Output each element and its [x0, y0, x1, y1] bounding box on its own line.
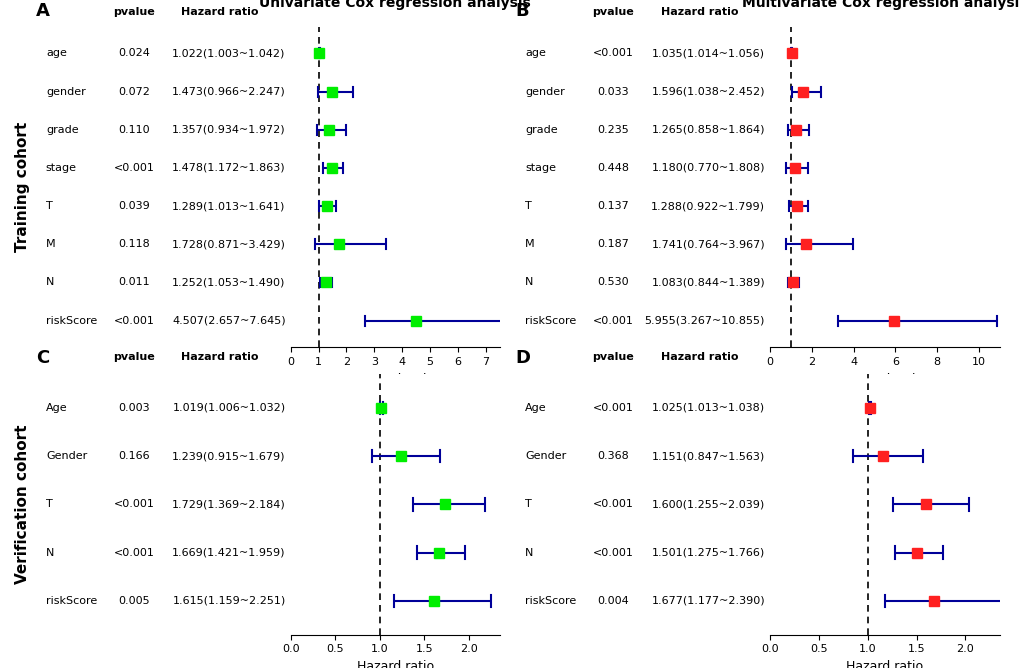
Text: pvalue: pvalue	[592, 7, 634, 17]
Text: <0.001: <0.001	[113, 163, 154, 173]
Text: Hazard ratio: Hazard ratio	[181, 7, 259, 17]
Text: age: age	[525, 49, 545, 58]
Text: N: N	[46, 277, 54, 287]
Text: 1.728(0.871~3.429): 1.728(0.871~3.429)	[171, 239, 285, 249]
Text: 1.729(1.369~2.184): 1.729(1.369~2.184)	[171, 500, 285, 509]
Text: riskScore: riskScore	[525, 596, 576, 606]
Text: 1.596(1.038~2.452): 1.596(1.038~2.452)	[651, 87, 764, 97]
Text: 0.033: 0.033	[597, 87, 629, 97]
Text: pvalue: pvalue	[113, 7, 155, 17]
Text: 0.011: 0.011	[118, 277, 150, 287]
Text: 1.478(1.172~1.863): 1.478(1.172~1.863)	[172, 163, 285, 173]
Text: T: T	[46, 201, 53, 211]
Text: 0.235: 0.235	[597, 125, 629, 135]
Text: 1.019(1.006~1.032): 1.019(1.006~1.032)	[172, 403, 285, 413]
Text: pvalue: pvalue	[113, 352, 155, 361]
Text: 0.448: 0.448	[597, 163, 629, 173]
Text: 4.507(2.657~7.645): 4.507(2.657~7.645)	[172, 316, 285, 325]
Text: Hazard ratio: Hazard ratio	[181, 352, 259, 361]
Text: <0.001: <0.001	[113, 316, 154, 325]
Text: N: N	[525, 548, 533, 558]
Text: 0.166: 0.166	[118, 451, 150, 461]
X-axis label: Hazard ratio: Hazard ratio	[357, 373, 433, 385]
Text: 1.151(0.847~1.563): 1.151(0.847~1.563)	[651, 451, 764, 461]
Text: 1.288(0.922~1.799): 1.288(0.922~1.799)	[650, 201, 764, 211]
Text: N: N	[46, 548, 54, 558]
Text: 1.083(0.844~1.389): 1.083(0.844~1.389)	[651, 277, 764, 287]
Text: riskScore: riskScore	[46, 596, 97, 606]
Text: 1.473(0.966~2.247): 1.473(0.966~2.247)	[171, 87, 285, 97]
Text: <0.001: <0.001	[592, 403, 633, 413]
Text: Age: Age	[525, 403, 546, 413]
Text: N: N	[525, 277, 533, 287]
Text: 1.615(1.159~2.251): 1.615(1.159~2.251)	[172, 596, 285, 606]
Text: <0.001: <0.001	[113, 500, 154, 509]
Text: 0.110: 0.110	[118, 125, 150, 135]
Text: riskScore: riskScore	[525, 316, 576, 325]
Text: Gender: Gender	[46, 451, 87, 461]
Text: gender: gender	[46, 87, 86, 97]
Text: 0.368: 0.368	[597, 451, 629, 461]
Text: Multivariate Cox regression analysis: Multivariate Cox regression analysis	[742, 0, 1019, 10]
Text: 0.072: 0.072	[118, 87, 150, 97]
Text: 0.137: 0.137	[597, 201, 629, 211]
X-axis label: Hazard ratio: Hazard ratio	[357, 660, 433, 668]
Text: grade: grade	[46, 125, 78, 135]
Text: T: T	[46, 500, 53, 509]
Text: 0.530: 0.530	[597, 277, 629, 287]
Text: C: C	[36, 349, 49, 367]
Text: Age: Age	[46, 403, 67, 413]
Text: 1.180(0.770~1.808): 1.180(0.770~1.808)	[651, 163, 764, 173]
Text: 0.118: 0.118	[118, 239, 150, 249]
Text: stage: stage	[525, 163, 555, 173]
Text: M: M	[525, 239, 534, 249]
Text: 0.004: 0.004	[597, 596, 629, 606]
Text: <0.001: <0.001	[592, 316, 633, 325]
Text: 0.024: 0.024	[118, 49, 150, 58]
Text: 0.005: 0.005	[118, 596, 150, 606]
Text: B: B	[515, 2, 528, 20]
Text: 5.955(3.267~10.855): 5.955(3.267~10.855)	[644, 316, 764, 325]
Text: 1.357(0.934~1.972): 1.357(0.934~1.972)	[172, 125, 285, 135]
Text: M: M	[46, 239, 55, 249]
Text: grade: grade	[525, 125, 557, 135]
Text: Univariate Cox regression analysis: Univariate Cox regression analysis	[259, 0, 531, 10]
Text: 0.003: 0.003	[118, 403, 150, 413]
Text: pvalue: pvalue	[592, 352, 634, 361]
Text: 1.025(1.013~1.038): 1.025(1.013~1.038)	[651, 403, 764, 413]
Text: riskScore: riskScore	[46, 316, 97, 325]
Text: 1.035(1.014~1.056): 1.035(1.014~1.056)	[651, 49, 764, 58]
Text: Verification cohort: Verification cohort	[15, 425, 30, 584]
Text: 1.265(0.858~1.864): 1.265(0.858~1.864)	[651, 125, 764, 135]
Text: stage: stage	[46, 163, 76, 173]
Text: Hazard ratio: Hazard ratio	[660, 7, 738, 17]
Text: Hazard ratio: Hazard ratio	[660, 352, 738, 361]
Text: Gender: Gender	[525, 451, 566, 461]
Text: 1.501(1.275~1.766): 1.501(1.275~1.766)	[651, 548, 764, 558]
Text: 1.600(1.255~2.039): 1.600(1.255~2.039)	[651, 500, 764, 509]
Text: 1.289(1.013~1.641): 1.289(1.013~1.641)	[172, 201, 285, 211]
Text: 0.187: 0.187	[597, 239, 629, 249]
Text: <0.001: <0.001	[592, 548, 633, 558]
X-axis label: Hazard ratio: Hazard ratio	[846, 660, 922, 668]
Text: 1.239(0.915~1.679): 1.239(0.915~1.679)	[172, 451, 285, 461]
Text: 0.039: 0.039	[118, 201, 150, 211]
Text: D: D	[515, 349, 530, 367]
Text: A: A	[36, 2, 50, 20]
Text: 1.022(1.003~1.042): 1.022(1.003~1.042)	[172, 49, 285, 58]
Text: T: T	[525, 201, 532, 211]
X-axis label: Hazard ratio: Hazard ratio	[846, 373, 922, 385]
Text: gender: gender	[525, 87, 565, 97]
Text: 1.669(1.421~1.959): 1.669(1.421~1.959)	[172, 548, 285, 558]
Text: 1.252(1.053~1.490): 1.252(1.053~1.490)	[172, 277, 285, 287]
Text: <0.001: <0.001	[113, 548, 154, 558]
Text: 1.677(1.177~2.390): 1.677(1.177~2.390)	[651, 596, 764, 606]
Text: T: T	[525, 500, 532, 509]
Text: 1.741(0.764~3.967): 1.741(0.764~3.967)	[651, 239, 764, 249]
Text: age: age	[46, 49, 66, 58]
Text: Training cohort: Training cohort	[15, 122, 30, 252]
Text: <0.001: <0.001	[592, 500, 633, 509]
Text: <0.001: <0.001	[592, 49, 633, 58]
